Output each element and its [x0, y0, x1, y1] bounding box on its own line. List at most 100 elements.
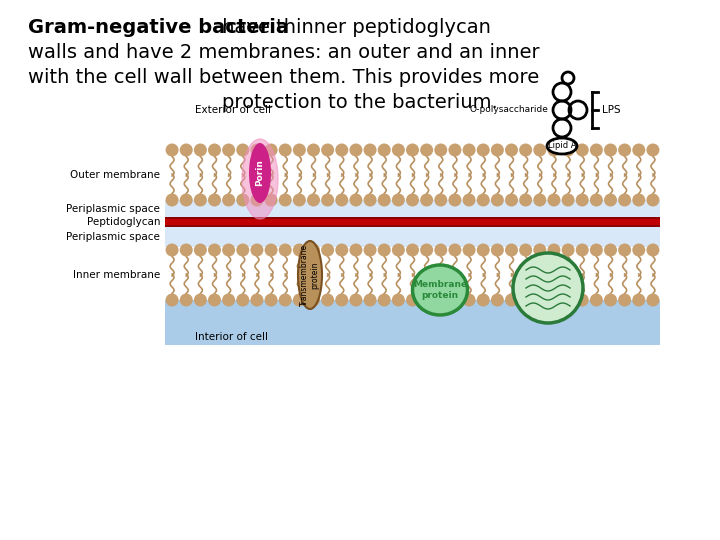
Bar — [165, 300, 660, 345]
Circle shape — [349, 193, 362, 206]
Circle shape — [647, 193, 660, 206]
Circle shape — [378, 244, 391, 256]
Text: Periplasmic space: Periplasmic space — [66, 232, 160, 242]
Circle shape — [449, 144, 462, 157]
Circle shape — [321, 294, 334, 307]
Circle shape — [534, 294, 546, 307]
Circle shape — [236, 294, 249, 307]
Circle shape — [534, 193, 546, 206]
Circle shape — [491, 193, 504, 206]
Circle shape — [519, 193, 532, 206]
Bar — [165, 75, 660, 150]
Text: LPS: LPS — [602, 105, 621, 115]
Text: Periplasmic space: Periplasmic space — [66, 204, 160, 213]
Circle shape — [293, 244, 306, 256]
Circle shape — [590, 294, 603, 307]
Circle shape — [604, 294, 617, 307]
Circle shape — [279, 244, 292, 256]
Circle shape — [336, 244, 348, 256]
Bar — [165, 217, 660, 227]
Circle shape — [434, 294, 447, 307]
Circle shape — [236, 193, 249, 206]
Circle shape — [632, 144, 645, 157]
Circle shape — [604, 244, 617, 256]
Circle shape — [194, 244, 207, 256]
Text: Gram-negative bacteria: Gram-negative bacteria — [28, 18, 289, 37]
Circle shape — [180, 294, 193, 307]
Text: Inner membrane: Inner membrane — [73, 270, 160, 280]
Circle shape — [251, 144, 264, 157]
Circle shape — [251, 244, 264, 256]
Circle shape — [222, 244, 235, 256]
Circle shape — [166, 193, 179, 206]
Circle shape — [420, 244, 433, 256]
Circle shape — [576, 294, 589, 307]
Circle shape — [194, 294, 207, 307]
Circle shape — [505, 294, 518, 307]
Ellipse shape — [298, 241, 322, 309]
Circle shape — [576, 244, 589, 256]
Circle shape — [519, 244, 532, 256]
Circle shape — [180, 144, 193, 157]
Circle shape — [491, 244, 504, 256]
Circle shape — [364, 193, 377, 206]
Circle shape — [420, 193, 433, 206]
Circle shape — [321, 193, 334, 206]
Circle shape — [279, 193, 292, 206]
Circle shape — [406, 193, 419, 206]
Circle shape — [632, 244, 645, 256]
Circle shape — [434, 144, 447, 157]
Circle shape — [505, 244, 518, 256]
Text: protection to the bacterium.: protection to the bacterium. — [222, 93, 498, 112]
Circle shape — [406, 294, 419, 307]
Circle shape — [264, 244, 278, 256]
Circle shape — [349, 294, 362, 307]
Circle shape — [632, 193, 645, 206]
Circle shape — [449, 193, 462, 206]
Text: Interior of cell: Interior of cell — [195, 332, 268, 342]
Circle shape — [378, 193, 391, 206]
Circle shape — [406, 244, 419, 256]
Text: Porin: Porin — [256, 159, 264, 186]
Circle shape — [547, 294, 560, 307]
Text: Peptidoglycan: Peptidoglycan — [86, 217, 160, 227]
Circle shape — [264, 294, 278, 307]
Circle shape — [547, 244, 560, 256]
Circle shape — [434, 244, 447, 256]
Circle shape — [180, 193, 193, 206]
Ellipse shape — [413, 265, 467, 315]
Circle shape — [222, 144, 235, 157]
Circle shape — [647, 244, 660, 256]
Circle shape — [222, 294, 235, 307]
Circle shape — [547, 144, 560, 157]
Circle shape — [279, 294, 292, 307]
Circle shape — [166, 294, 179, 307]
Circle shape — [618, 294, 631, 307]
Circle shape — [420, 294, 433, 307]
Text: Membrane
protein: Membrane protein — [413, 280, 467, 300]
Circle shape — [562, 144, 575, 157]
Circle shape — [562, 244, 575, 256]
Circle shape — [307, 193, 320, 206]
Circle shape — [194, 193, 207, 206]
Circle shape — [307, 144, 320, 157]
Circle shape — [477, 294, 490, 307]
Circle shape — [505, 193, 518, 206]
Circle shape — [208, 193, 221, 206]
Circle shape — [349, 244, 362, 256]
Circle shape — [434, 193, 447, 206]
Circle shape — [293, 144, 306, 157]
Circle shape — [307, 244, 320, 256]
Circle shape — [562, 193, 575, 206]
Circle shape — [392, 244, 405, 256]
Circle shape — [251, 193, 264, 206]
Circle shape — [505, 144, 518, 157]
Circle shape — [449, 244, 462, 256]
Circle shape — [166, 144, 179, 157]
Circle shape — [222, 193, 235, 206]
Text: walls and have 2 membranes: an outer and an inner: walls and have 2 membranes: an outer and… — [28, 43, 539, 62]
Circle shape — [364, 144, 377, 157]
Circle shape — [264, 144, 278, 157]
Text: with the cell wall between them. This provides more: with the cell wall between them. This pr… — [28, 68, 539, 87]
Circle shape — [647, 144, 660, 157]
